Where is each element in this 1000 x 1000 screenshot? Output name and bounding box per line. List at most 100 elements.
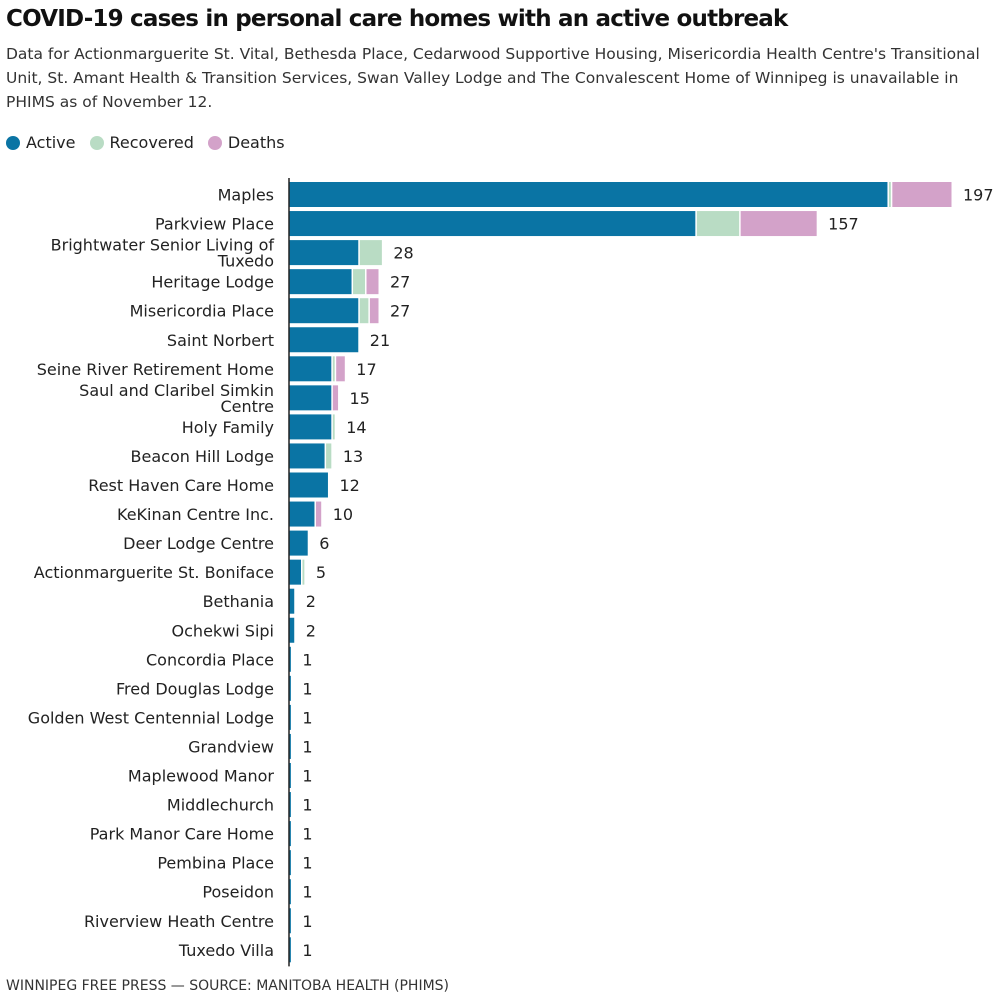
bar-active [289,269,352,295]
source-footer: WINNIPEG FREE PRESS — SOURCE: MANITOBA H… [6,978,450,994]
bar-active [289,385,332,411]
category-label: Beacon Hill Lodge [131,447,274,466]
category-label: Heritage Lodge [151,273,274,292]
bar-deaths [366,269,379,295]
total-label: 21 [370,331,390,350]
category-label: Misericordia Place [130,302,274,321]
total-label: 10 [333,505,353,524]
bar-active [289,588,295,614]
bar-active [289,937,291,963]
bar-deaths [892,182,952,207]
category-label: Seine River Retirement Home [37,360,274,379]
category-label: Tuxedo Villa [178,941,274,960]
bar-active [289,792,291,818]
total-label: 27 [390,302,410,321]
category-label: Actionmarguerite St. Boniface [34,563,274,582]
bar-active [289,356,332,382]
bar-active [289,240,359,266]
bar-recovered [888,182,891,207]
category-label: Holy Family [182,418,274,437]
bar-recovered [353,269,366,295]
total-label: 1 [302,825,312,844]
bar-active [289,704,291,730]
category-label: KeKinan Centre Inc. [117,505,274,524]
legend-label-deaths: Deaths [227,133,285,152]
bar-recovered [332,414,335,440]
bar-recovered [696,211,740,237]
category-label: Fred Douglas Lodge [116,679,274,698]
category-label: Parkview Place [155,215,274,234]
category-label: Deer Lodge Centre [123,534,274,553]
category-label: Riverview Heath Centre [84,912,274,931]
total-label: 1 [302,883,312,902]
bar-recovered [359,298,369,324]
total-label: 13 [343,447,363,466]
bar-active [289,472,328,498]
bar-active [289,617,295,643]
bar-recovered [359,240,382,266]
category-label: Rest Haven Care Home [88,476,274,495]
bar-active [289,182,888,207]
bar-active [289,559,301,585]
total-label: 12 [339,476,359,495]
bar-deaths [332,385,339,411]
legend-swatch-deaths [207,135,222,150]
total-label: 28 [393,244,413,263]
total-label: 1 [302,941,312,960]
bar-active [289,675,291,701]
legend-item-deaths: Deaths [207,133,285,152]
category-label: Golden West Centennial Lodge [28,708,274,727]
bar-active [289,414,332,440]
bar-recovered [332,356,335,382]
category-label: Concordia Place [146,650,274,669]
bar-active [289,443,325,469]
chart-subtitle: Data for Actionmarguerite St. Vital, Bet… [6,45,980,111]
bar-active [289,821,291,847]
bar-deaths [315,501,322,527]
total-label: 27 [390,273,410,292]
bar-recovered [326,443,332,469]
category-label: Poseidon [202,883,274,902]
total-label: 17 [356,360,376,379]
legend: Active Recovered Deaths [6,133,285,152]
total-label: 157 [828,215,859,234]
bar-active [289,733,291,759]
legend-item-active: Active [6,133,76,152]
total-label: 1 [302,854,312,873]
category-label: Ochekwi Sipi [172,621,274,640]
bar-active [289,879,291,905]
bar-active [289,501,315,527]
total-label: 6 [319,534,329,553]
total-label: 2 [306,621,316,640]
chart-title: COVID-19 cases in personal care homes wi… [6,6,788,32]
total-label: 14 [346,418,366,437]
bar-active [289,298,359,324]
category-label: Middlechurch [167,796,274,815]
bar-deaths [369,298,379,324]
total-label: 5 [316,563,326,582]
category-label: Park Manor Care Home [90,825,274,844]
category-label: Maplewood Manor [128,767,275,786]
total-label: 1 [302,650,312,669]
bar-deaths [740,211,817,237]
bar-active [289,850,291,876]
category-label: Pembina Place [157,854,274,873]
total-label: 197 [963,186,994,205]
category-label: Grandview [188,737,274,756]
bar-deaths [336,356,345,382]
bar-active [289,327,359,353]
category-label: Saint Norbert [167,331,274,350]
total-label: 1 [302,679,312,698]
total-label: 1 [302,708,312,727]
legend-swatch-active [6,135,20,150]
category-label: Bethania [203,592,274,611]
bar-active [289,646,291,672]
total-label: 2 [306,592,316,611]
bar-recovered [302,559,305,585]
legend-label-active: Active [26,133,76,152]
category-label: Saul and Claribel Simkin Centre [79,381,274,416]
legend-item-recovered: Recovered [89,133,194,152]
total-label: 1 [302,912,312,931]
total-label: 1 [302,767,312,786]
